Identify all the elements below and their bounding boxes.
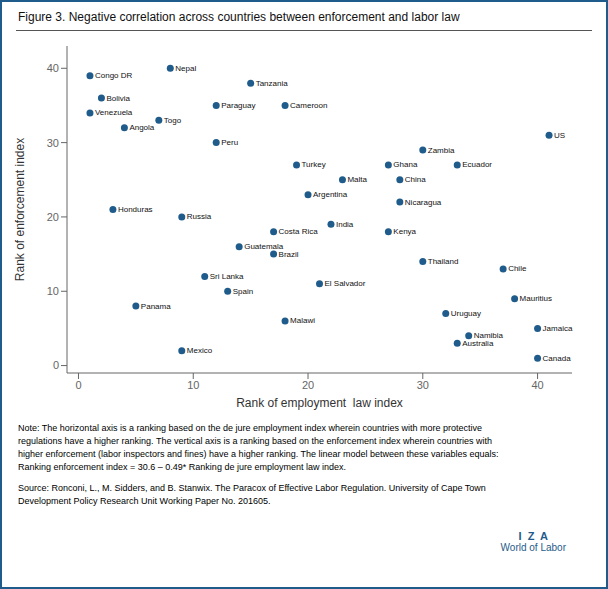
svg-text:Rank of enforcement index: Rank of enforcement index	[13, 138, 27, 281]
svg-text:Uruguay: Uruguay	[451, 309, 481, 318]
html-text:I Z A: I Z A	[518, 530, 549, 542]
html-text:World of Labor: World of Labor	[500, 542, 566, 553]
svg-text:Guatemala: Guatemala	[244, 242, 284, 252]
svg-text:40: 40	[531, 379, 543, 391]
svg-text:Mauritius: Mauritius	[520, 294, 552, 303]
svg-text:Paraguay: Paraguay	[221, 101, 255, 110]
svg-text:Congo DR: Congo DR	[95, 71, 133, 80]
svg-text:0: 0	[53, 359, 59, 371]
svg-text:Canada: Canada	[543, 354, 572, 363]
html-text:Ranking enforcement index = 30: Ranking enforcement index = 30.6 – 0.49*…	[18, 462, 346, 472]
svg-text:Mexico: Mexico	[187, 346, 213, 355]
svg-text:Togo: Togo	[164, 116, 182, 125]
svg-text:Thailand: Thailand	[428, 257, 459, 266]
svg-text:Honduras: Honduras	[118, 205, 153, 214]
svg-text:Brazil: Brazil	[279, 250, 299, 259]
svg-text:Sri Lanka: Sri Lanka	[210, 272, 244, 281]
svg-text:Turkey: Turkey	[302, 160, 326, 169]
svg-text:10: 10	[47, 285, 59, 297]
svg-text:Venezuela: Venezuela	[95, 108, 133, 117]
svg-text:Nicaragua: Nicaragua	[405, 198, 442, 207]
html-text:Development Policy Research Un: Development Policy Research Unit Working…	[18, 496, 271, 506]
html-text:Source: Ronconi, L., M. Sidder: Source: Ronconi, L., M. Sidders, and B. …	[18, 483, 486, 493]
svg-text:El Salvador: El Salvador	[325, 279, 366, 288]
svg-text:Argentina: Argentina	[313, 190, 348, 199]
html-text:Note: The horizontal axis is a: Note: The horizontal axis is a ranking b…	[18, 423, 483, 433]
svg-text:40: 40	[47, 62, 59, 74]
svg-text:Tanzania: Tanzania	[256, 79, 289, 88]
svg-text:Ecuador: Ecuador	[462, 160, 492, 169]
svg-text:30: 30	[417, 379, 429, 391]
svg-text:Costa Rica: Costa Rica	[279, 227, 319, 236]
svg-text:Rank of employment law index: Rank of employment law index	[236, 396, 403, 410]
svg-text:Malta: Malta	[347, 175, 367, 184]
svg-text:India: India	[336, 220, 354, 229]
svg-text:10: 10	[187, 379, 199, 391]
svg-text:Russia: Russia	[187, 212, 212, 221]
svg-text:Angola: Angola	[129, 123, 154, 132]
svg-text:Jamaica: Jamaica	[543, 324, 573, 333]
svg-text:Bolivia: Bolivia	[106, 94, 130, 103]
svg-text:Peru: Peru	[221, 138, 238, 147]
svg-text:0: 0	[75, 379, 81, 391]
svg-text:Chile: Chile	[508, 264, 527, 273]
html-text:Figure 3. Negative correlation: Figure 3. Negative correlation across co…	[18, 10, 460, 24]
svg-text:Malawi: Malawi	[290, 316, 315, 325]
svg-text:Australia: Australia	[462, 339, 494, 348]
svg-text:Ghana: Ghana	[393, 160, 418, 169]
svg-text:China: China	[405, 175, 426, 184]
svg-text:30: 30	[47, 137, 59, 149]
html-text:regulations have a higher rank: regulations have a higher ranking. The v…	[18, 436, 493, 446]
svg-text:Namibia: Namibia	[473, 331, 503, 341]
html-text:higher enforcement (labor insp: higher enforcement (labor inspectors and…	[18, 449, 499, 459]
svg-text:Panama: Panama	[141, 302, 171, 311]
svg-text:US: US	[554, 131, 565, 140]
svg-text:Cameroon: Cameroon	[290, 101, 327, 110]
svg-text:Nepal: Nepal	[175, 64, 196, 73]
svg-text:20: 20	[47, 211, 59, 223]
svg-text:Zambia: Zambia	[428, 146, 455, 155]
svg-text:20: 20	[302, 379, 314, 391]
svg-text:Kenya: Kenya	[393, 227, 416, 236]
svg-text:Spain: Spain	[233, 287, 253, 296]
